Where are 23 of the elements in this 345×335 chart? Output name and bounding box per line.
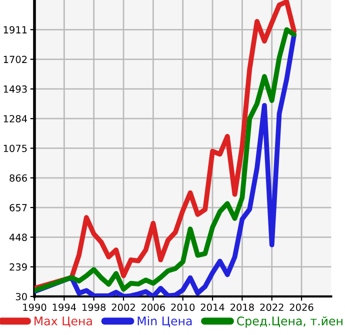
legend-label: Сред.Цена, т.йен	[237, 316, 342, 328]
x-tick-label: 2006	[142, 304, 165, 311]
x-tick-label: 1998	[82, 304, 106, 311]
y-tick-label: 1911	[4, 26, 27, 34]
x-tick-label: 2018	[230, 304, 254, 311]
x-tick-label: 2002	[112, 304, 135, 311]
x-tick-label: 1994	[52, 304, 76, 311]
x-tick-label: 1990	[23, 304, 46, 311]
y-tick-label: 1493	[4, 85, 27, 93]
x-tick-label: 2026	[290, 304, 314, 311]
x-tick-label: 2014	[200, 304, 224, 311]
y-tick-label: 448	[9, 234, 27, 242]
y-tick-label: 657	[10, 204, 27, 212]
x-tick-label: 2022	[260, 304, 284, 311]
legend-label: Max Цена	[34, 316, 92, 328]
y-tick-label: 30	[16, 292, 27, 300]
y-tick-label: 1702	[4, 56, 27, 64]
y-tick-label: 1075	[4, 144, 27, 152]
y-tick-label: 239	[10, 263, 27, 271]
x-tick-label: 2010	[171, 304, 195, 311]
y-tick-label: 1284	[4, 115, 28, 122]
y-tick-label: 866	[10, 174, 27, 182]
legend-label: Min Цена	[138, 316, 192, 328]
